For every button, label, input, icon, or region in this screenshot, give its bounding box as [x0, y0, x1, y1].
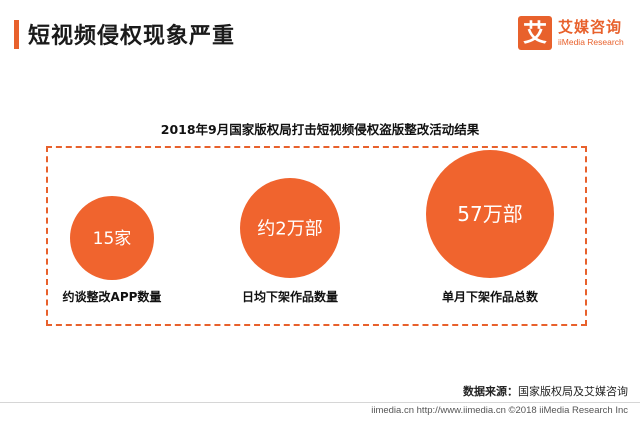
bubble-category-label: 约谈整改APP数量 — [63, 289, 162, 304]
footer-text: iimedia.cn http://www.iimedia.cn ©2018 i… — [371, 405, 628, 416]
bubble-category-label: 日均下架作品数量 — [242, 289, 338, 304]
bubble-value-label: 57万部 — [457, 202, 522, 226]
bubble-3 — [426, 150, 554, 278]
source-label: 数据来源： — [463, 385, 518, 398]
bubble-value-label: 约2万部 — [257, 218, 322, 239]
brand-logo: 艾 艾媒咨询 iiMedia Research — [518, 16, 630, 50]
bubble-value-label: 15家 — [93, 229, 132, 249]
footer-divider — [0, 402, 640, 403]
source-text: 国家版权局及艾媒咨询 — [518, 385, 628, 398]
page-title: 短视频侵权现象严重 — [28, 24, 236, 49]
title-accent-bar — [14, 20, 19, 49]
logo-name-cn: 艾媒咨询 — [558, 18, 623, 36]
bubble-1 — [70, 196, 154, 280]
logo-name-en: iiMedia Research — [558, 37, 624, 47]
logo-icon: 艾 — [518, 16, 552, 50]
bubble-2 — [240, 178, 340, 278]
data-source: 数据来源：国家版权局及艾媒咨询 — [463, 383, 628, 399]
bubble-category-label: 单月下架作品总数 — [442, 289, 539, 304]
chart-frame — [46, 146, 587, 326]
chart-title: 2018年9月国家版权局打击短视频侵权盗版整改活动结果 — [160, 122, 480, 137]
